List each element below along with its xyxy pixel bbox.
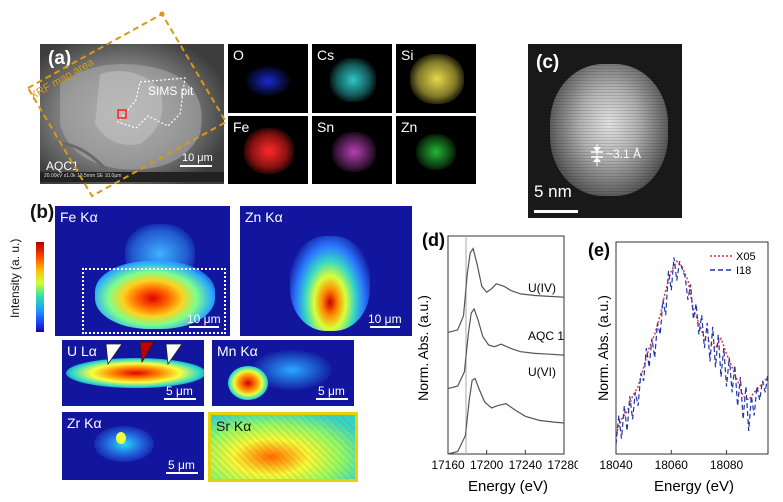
lattice-spacing-marker: [591, 144, 603, 166]
element-tile-o: O: [228, 44, 308, 113]
chart-d-series-2: [447, 377, 565, 455]
chart-e: (e) Norm. Abs. (a.u.) Energy (eV) 18040 1…: [588, 240, 769, 495]
element-label-o: O: [233, 47, 244, 63]
map-label-sr: Sr Kα: [216, 418, 252, 434]
map-label-mn: Mn Kα: [217, 343, 258, 359]
element-tile-fe: Fe: [228, 116, 308, 184]
element-label-zn: Zn: [401, 119, 418, 135]
map-fe: Fe Kα 10 μm: [55, 206, 230, 336]
xrf-map-area-box: [26, 11, 228, 198]
element-tile-si: Si: [396, 44, 476, 113]
chart-d-tick-label-1: 17200: [470, 458, 504, 472]
panel-a-letter: (a): [48, 48, 72, 69]
panel-c-scalebar-text: 5 nm: [534, 182, 572, 201]
panel-b-letter: (b): [30, 202, 55, 223]
chart-e-series-0: [615, 260, 769, 435]
panel-a-scalebar-text: 10 μm: [182, 152, 213, 164]
map-label-zr: Zr Kα: [67, 415, 102, 431]
u-arrows: [105, 341, 183, 366]
chart-e-frame: [615, 241, 769, 455]
fe-scalebar-text: 10 μm: [187, 312, 221, 326]
element-label-fe: Fe: [233, 119, 250, 135]
chart-d-xlabel: Energy (eV): [468, 478, 548, 495]
chart-e-tick-label-0: 18040: [599, 458, 633, 472]
chart-e-panel-letter: (e): [588, 240, 610, 260]
element-tile-zn: Zn: [396, 116, 476, 184]
panel-c: (c) ~3.1 Å 5 nm: [528, 44, 682, 218]
chart-d-panel-letter: (d): [422, 230, 445, 250]
chart-d-series-label-0: U(IV): [528, 281, 556, 295]
element-label-sn: Sn: [317, 119, 335, 135]
chart-e-legend-label-1: I18: [736, 265, 751, 277]
chart-e-xlabel: Energy (eV): [654, 478, 734, 495]
map-zr: Zr Kα 5 μm: [62, 412, 204, 480]
mn-scalebar: [316, 398, 348, 400]
chart-d-series-0: [447, 247, 565, 333]
sims-pit-label: SIMS pit: [148, 84, 194, 98]
chart-e-ylabel: Norm. Abs. (a.u.): [595, 295, 611, 401]
map-label-zn: Zn Kα: [245, 209, 283, 225]
sem-footer: 20.00kV x1.0k 13.5mm SE 10.0μm: [44, 173, 122, 179]
panel-c-scalebar: [534, 210, 578, 213]
element-label-si: Si: [401, 47, 414, 63]
chart-d-frame: [447, 235, 565, 455]
element-tile-cs: Cs: [312, 44, 392, 113]
chart-d-tick-label-0: 17160: [431, 458, 465, 472]
chart-d-series-label-1: AQC 1: [528, 329, 564, 343]
mn-scalebar-text: 5 μm: [318, 384, 345, 398]
element-tile-sn: Sn: [312, 116, 392, 184]
map-sr: Sr Kα: [208, 412, 358, 482]
chart-d-ylabel: Norm. Abs. (a.u.): [415, 295, 431, 401]
u-scalebar-text: 5 μm: [166, 384, 193, 398]
colorbar-label: Intensity (a. u.): [8, 238, 22, 318]
panel-c-letter: (c): [536, 52, 560, 73]
u-scalebar: [164, 398, 196, 400]
chart-d-series-1: [447, 307, 565, 390]
sample-label: AQC1: [46, 159, 79, 173]
zr-scalebar: [166, 472, 198, 474]
colorbar: [36, 242, 44, 332]
chart-e-series-1: [615, 257, 769, 445]
fe-roi-box: [82, 268, 226, 334]
zn-scalebar: [370, 326, 400, 328]
chart-d-series-label-2: U(VI): [528, 365, 556, 379]
zr-scalebar-text: 5 μm: [168, 458, 195, 472]
map-mn: Mn Kα 5 μm: [212, 340, 354, 406]
lattice-spacing-label: ~3.1 Å: [606, 147, 642, 161]
chart-d-tick-label-3: 17280: [547, 458, 578, 472]
chart-e-legend: X05 I18: [710, 251, 756, 277]
fe-scalebar: [189, 326, 219, 328]
zn-scalebar-text: 10 μm: [368, 312, 402, 326]
map-label-u: U Lα: [67, 343, 97, 359]
chart-d-tick-label-2: 17240: [509, 458, 543, 472]
element-label-cs: Cs: [317, 47, 335, 63]
map-label-fe: Fe Kα: [60, 209, 98, 225]
chart-e-tick-label-2: 18080: [710, 458, 744, 472]
map-zn: Zn Kα 10 μm: [240, 206, 412, 336]
map-u: U Lα 5 μm: [62, 340, 204, 406]
chart-d: (d) Norm. Abs. (a.u.) Energy (eV) 17160 1…: [415, 230, 578, 495]
chart-e-tick-label-1: 18060: [655, 458, 689, 472]
chart-e-legend-label-0: X05: [736, 251, 756, 263]
